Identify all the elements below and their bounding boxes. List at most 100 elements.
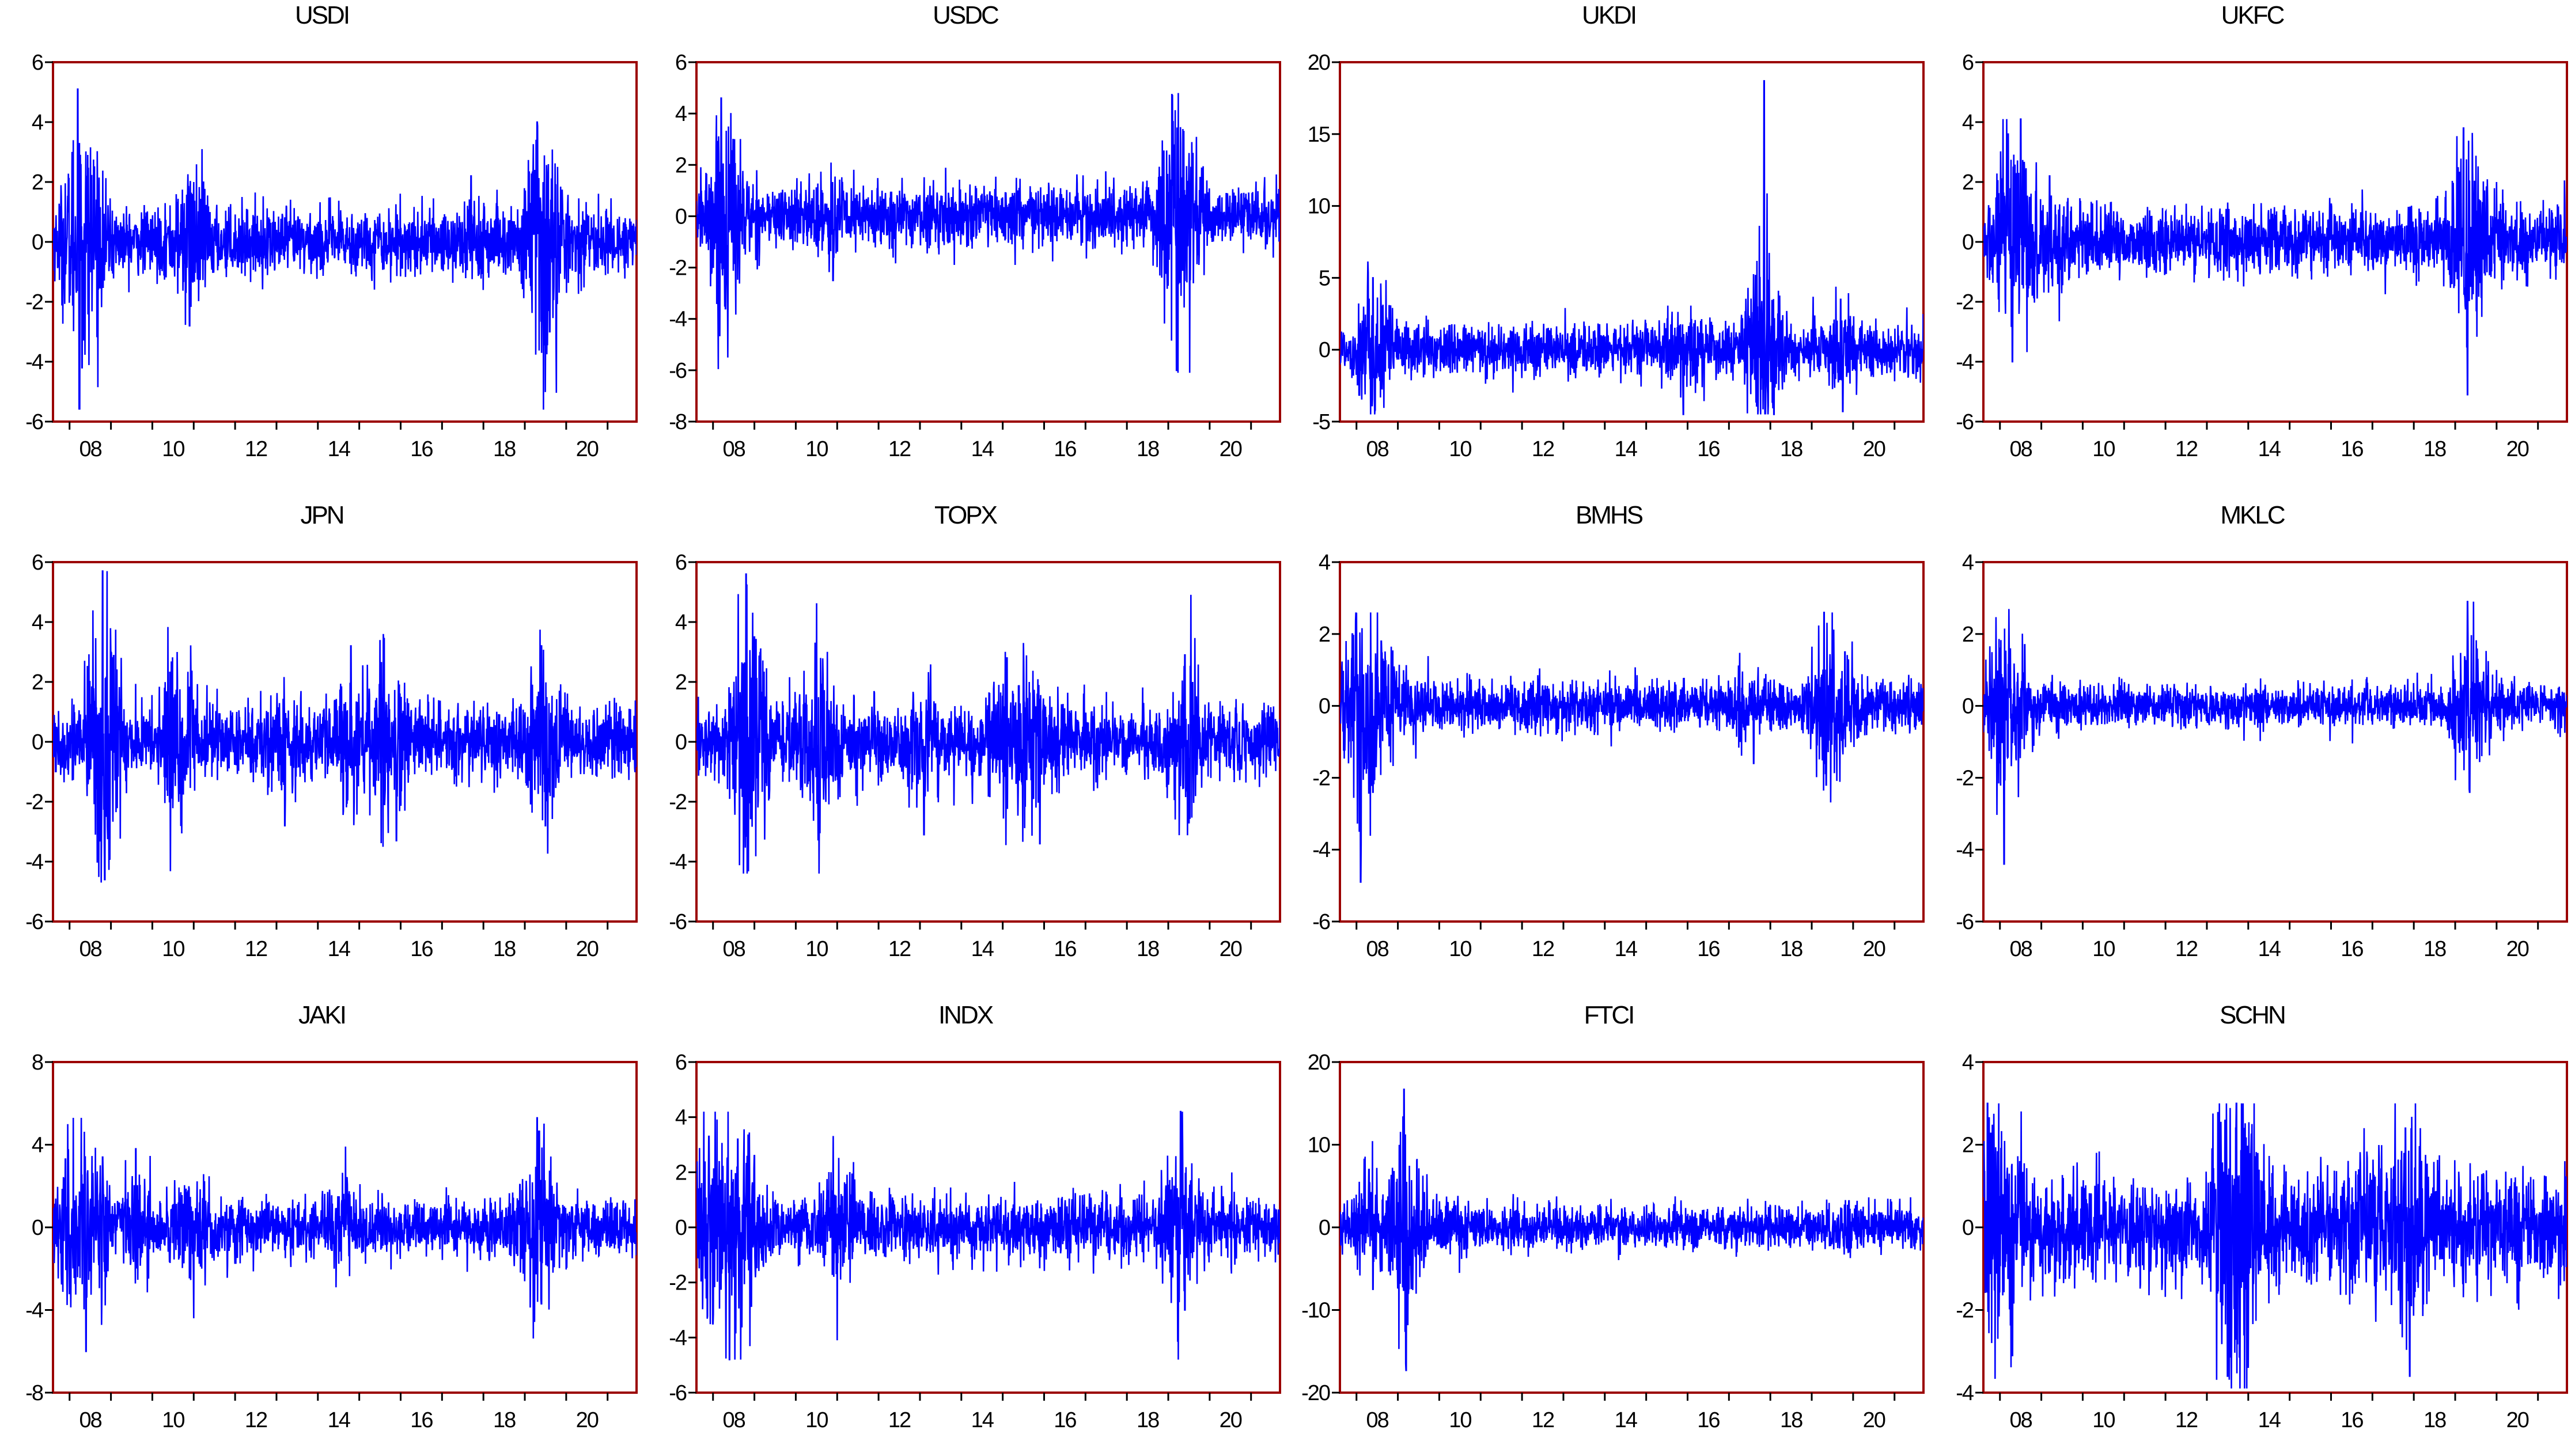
x-tick-label: 18 bbox=[2423, 1408, 2446, 1432]
y-tick-label: 2 bbox=[1962, 623, 1974, 647]
chart-title: BMHS bbox=[1575, 501, 1644, 529]
x-tick-label: 10 bbox=[1449, 937, 1471, 961]
x-tick-label: 08 bbox=[2010, 1408, 2032, 1432]
panel-indx: INDX -6 -4 -2 0 2 4 6 08 10 12 14 16 18 20 bbox=[643, 1000, 1287, 1456]
x-tick-label: 10 bbox=[162, 437, 184, 461]
plot-mklc: -6 -4 -2 0 2 4 08 10 12 14 16 18 20 bbox=[1956, 551, 2568, 961]
x-tick-label: 16 bbox=[410, 937, 433, 961]
x-tick-label: 14 bbox=[971, 437, 994, 461]
y-tick-label: 2 bbox=[1962, 170, 1974, 195]
chart-title: JPN bbox=[300, 501, 344, 529]
y-tick-label: 6 bbox=[1962, 51, 1974, 75]
y-tick-label: 10 bbox=[1308, 195, 1330, 219]
x-tick-label: 10 bbox=[2092, 937, 2115, 961]
plot-ftci: -20 -10 0 10 20 08 10 12 14 16 18 20 bbox=[1301, 1051, 1925, 1432]
x-tick-label: 08 bbox=[79, 437, 102, 461]
x-tick-label: 16 bbox=[1054, 937, 1076, 961]
x-tick-label: 14 bbox=[328, 937, 351, 961]
series-line bbox=[53, 570, 637, 883]
series-line bbox=[1340, 80, 1923, 415]
y-tick-label: 4 bbox=[675, 1106, 687, 1130]
x-tick-label: 16 bbox=[2341, 437, 2363, 461]
series-line bbox=[1340, 1089, 1923, 1371]
x-tick-label: 14 bbox=[1615, 937, 1638, 961]
x-tick-label: 12 bbox=[1532, 437, 1554, 461]
x-tick-label: 20 bbox=[576, 1408, 599, 1432]
y-tick-label: 0 bbox=[32, 230, 43, 255]
y-tick-label: -2 bbox=[669, 256, 687, 280]
y-tick-label: 8 bbox=[32, 1051, 43, 1075]
panel-usdc: USDC -8 -6 -4 -2 0 2 4 6 08 10 12 14 16 18 20 bbox=[643, 0, 1287, 485]
y-tick-label: -4 bbox=[669, 308, 687, 332]
plot-topx: -6 -4 -2 0 2 4 6 08 10 12 14 16 18 20 bbox=[669, 551, 1281, 961]
x-tick-label: 08 bbox=[79, 937, 102, 961]
plot-jpn: -6 -4 -2 0 2 4 6 08 10 12 14 16 18 20 bbox=[25, 551, 638, 961]
series-line bbox=[1983, 118, 2567, 396]
x-tick-label: 16 bbox=[1697, 937, 1720, 961]
x-tick-label: 08 bbox=[723, 1408, 745, 1432]
x-tick-label: 12 bbox=[1532, 1408, 1554, 1432]
y-tick-label: -5 bbox=[1312, 410, 1330, 434]
x-tick-label: 14 bbox=[971, 1408, 994, 1432]
plot-frame bbox=[1339, 61, 1925, 423]
chart-title: INDX bbox=[938, 1001, 994, 1029]
chart-title: UKFC bbox=[2221, 1, 2285, 29]
y-tick-label: -8 bbox=[25, 1381, 43, 1405]
panel-mklc: MKLC -6 -4 -2 0 2 4 08 10 12 14 16 18 20 bbox=[1930, 500, 2574, 985]
plot-frame bbox=[1982, 561, 2568, 923]
x-tick-label: 18 bbox=[2423, 437, 2446, 461]
y-tick-label: 0 bbox=[1962, 230, 1974, 255]
y-tick-label: 2 bbox=[675, 1161, 687, 1185]
x-tick-label: 08 bbox=[79, 1408, 102, 1432]
y-tick-label: 6 bbox=[675, 1051, 687, 1075]
x-tick-label: 14 bbox=[1615, 1408, 1638, 1432]
y-tick-label: -4 bbox=[25, 350, 44, 374]
series-line bbox=[696, 573, 1280, 874]
y-tick-label: 0 bbox=[1962, 1216, 1974, 1240]
x-tick-label: 16 bbox=[1697, 437, 1720, 461]
y-tick-label: 2 bbox=[1962, 1133, 1974, 1158]
chart-title: MKLC bbox=[2220, 501, 2285, 529]
y-tick-label: 0 bbox=[1319, 338, 1330, 362]
chart-title: USDC bbox=[933, 1, 999, 29]
y-tick-label: -2 bbox=[1956, 766, 1974, 790]
plot-bmhs: -6 -4 -2 0 2 4 08 10 12 14 16 18 20 bbox=[1312, 551, 1925, 961]
x-tick-label: 10 bbox=[162, 937, 184, 961]
plot-jaki: -8 -4 0 4 8 08 10 12 14 16 18 20 bbox=[25, 1051, 638, 1432]
series-line bbox=[696, 1110, 1280, 1360]
y-tick-label: 0 bbox=[32, 730, 43, 754]
y-tick-label: -4 bbox=[669, 850, 687, 874]
series-line bbox=[1983, 601, 2567, 865]
y-tick-label: -2 bbox=[25, 790, 43, 814]
x-tick-label: 18 bbox=[493, 1408, 516, 1432]
x-tick-label: 16 bbox=[410, 1408, 433, 1432]
y-tick-label: -6 bbox=[1956, 410, 1974, 434]
x-tick-label: 10 bbox=[1449, 1408, 1471, 1432]
x-tick-label: 20 bbox=[1863, 437, 1885, 461]
x-tick-label: 18 bbox=[1137, 437, 1159, 461]
x-tick-label: 14 bbox=[971, 937, 994, 961]
x-tick-label: 18 bbox=[1137, 1408, 1159, 1432]
y-tick-label: -4 bbox=[1956, 350, 1974, 374]
plot-ukfc: -6 -4 -2 0 2 4 6 08 10 12 14 16 18 20 bbox=[1956, 51, 2568, 461]
x-tick-label: 20 bbox=[1220, 1408, 1242, 1432]
x-tick-label: 20 bbox=[2506, 1408, 2529, 1432]
plot-frame bbox=[695, 61, 1281, 423]
y-tick-label: 0 bbox=[675, 204, 687, 229]
y-tick-label: 4 bbox=[1962, 551, 1974, 575]
y-tick-label: -2 bbox=[25, 290, 43, 314]
chart-title: USDI bbox=[294, 1, 350, 29]
y-tick-label: 2 bbox=[32, 670, 43, 695]
y-tick-label: 2 bbox=[675, 670, 687, 695]
x-tick-label: 16 bbox=[1054, 437, 1076, 461]
x-tick-label: 12 bbox=[2175, 1408, 2198, 1432]
panel-ukfc: UKFC -6 -4 -2 0 2 4 6 08 10 12 14 16 18 20 bbox=[1930, 0, 2574, 485]
x-tick-label: 16 bbox=[2341, 1408, 2363, 1432]
y-tick-label: 4 bbox=[1962, 111, 1974, 135]
panel-topx: TOPX -6 -4 -2 0 2 4 6 08 10 12 14 16 18 20 bbox=[643, 500, 1287, 985]
y-tick-label: -20 bbox=[1301, 1381, 1330, 1405]
x-tick-label: 14 bbox=[2258, 1408, 2281, 1432]
x-tick-label: 12 bbox=[888, 1408, 911, 1432]
y-tick-label: -4 bbox=[1956, 838, 1974, 862]
y-tick-label: 2 bbox=[1319, 623, 1330, 647]
